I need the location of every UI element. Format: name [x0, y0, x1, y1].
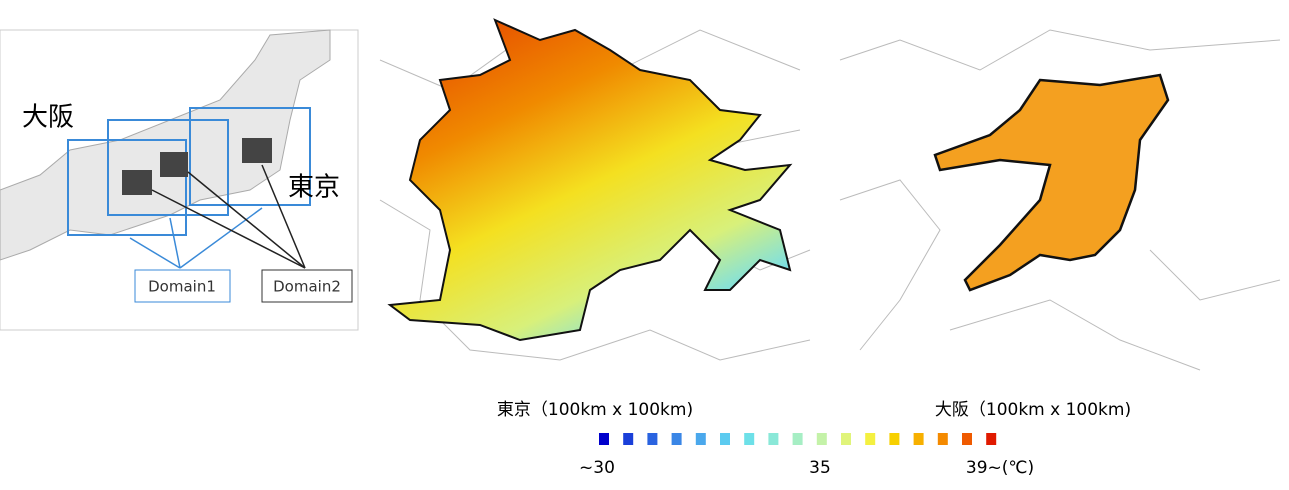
- colorbar-swatch: [841, 433, 851, 445]
- label-osaka: 大阪: [22, 103, 74, 133]
- osaka-caption: 大阪（100km x 100km): [935, 400, 1131, 420]
- colorbar-swatch: [792, 433, 803, 445]
- domain1-label: Domain1: [148, 278, 216, 296]
- tokyo-map: [372, 0, 820, 382]
- colorbar-swatch: [986, 433, 997, 445]
- colorbar-swatch: [889, 433, 900, 445]
- colorbar-swatch: [599, 433, 609, 445]
- colorbar-swatch: [647, 433, 658, 445]
- osaka-map: [835, 0, 1289, 382]
- label-tokyo: 東京: [288, 173, 340, 203]
- colorbar-swatch: [865, 433, 876, 445]
- colorbar-swatch: [623, 433, 634, 445]
- colorbar-swatch: [962, 433, 972, 445]
- inset-map: [0, 29, 359, 331]
- colorbar-swatch: [937, 433, 948, 445]
- colorbar-swatch: [695, 433, 706, 445]
- colorbar-label: 35: [809, 458, 831, 478]
- colorbar-label: ~30: [579, 458, 615, 478]
- domain2-label: Domain2: [273, 278, 341, 296]
- colorbar-swatch: [720, 433, 730, 445]
- tokyo-caption: 東京（100km x 100km): [497, 400, 693, 420]
- colorbar-swatch: [913, 433, 924, 445]
- colorbar-swatch: [744, 433, 755, 445]
- colorbar-swatch: [768, 433, 779, 445]
- colorbar-swatch: [816, 433, 827, 445]
- colorbar-swatch: [671, 433, 682, 445]
- colorbar-label: 39~(℃): [966, 458, 1034, 478]
